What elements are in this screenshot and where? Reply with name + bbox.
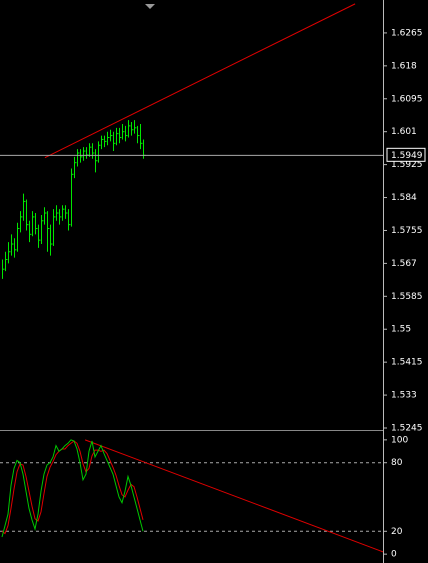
y-tick-label: 1.601: [391, 127, 417, 137]
price-label: 1.5949: [391, 151, 423, 161]
y-tick-label: 1.5415: [391, 358, 423, 368]
indicator-line: [1, 439, 144, 538]
y-tick-label: 1.567: [391, 259, 417, 269]
trendline: [44, 3, 356, 159]
y-tick-label: 1.6265: [391, 28, 423, 38]
y-tick-label: 100: [391, 435, 408, 445]
y-tick-label: 1.5585: [391, 292, 423, 302]
trendline: [84, 439, 384, 553]
y-tick-label: 1.55: [391, 325, 411, 335]
y-tick-label: 0: [391, 550, 397, 560]
y-tick-label: 80: [391, 458, 403, 468]
y-tick-label: 1.5245: [391, 424, 423, 434]
y-tick-label: 1.6095: [391, 94, 423, 104]
y-tick-label: 1.5925: [391, 160, 423, 170]
shift-marker: [145, 4, 155, 9]
y-tick-label: 1.584: [391, 193, 417, 203]
y-tick-label: 20: [391, 527, 403, 537]
indicator-line: [1, 440, 144, 535]
price-label-box: [386, 147, 426, 162]
y-tick-label: 1.618: [391, 61, 417, 71]
y-tick-label: 1.5755: [391, 226, 423, 236]
y-tick-label: 1.533: [391, 391, 417, 401]
